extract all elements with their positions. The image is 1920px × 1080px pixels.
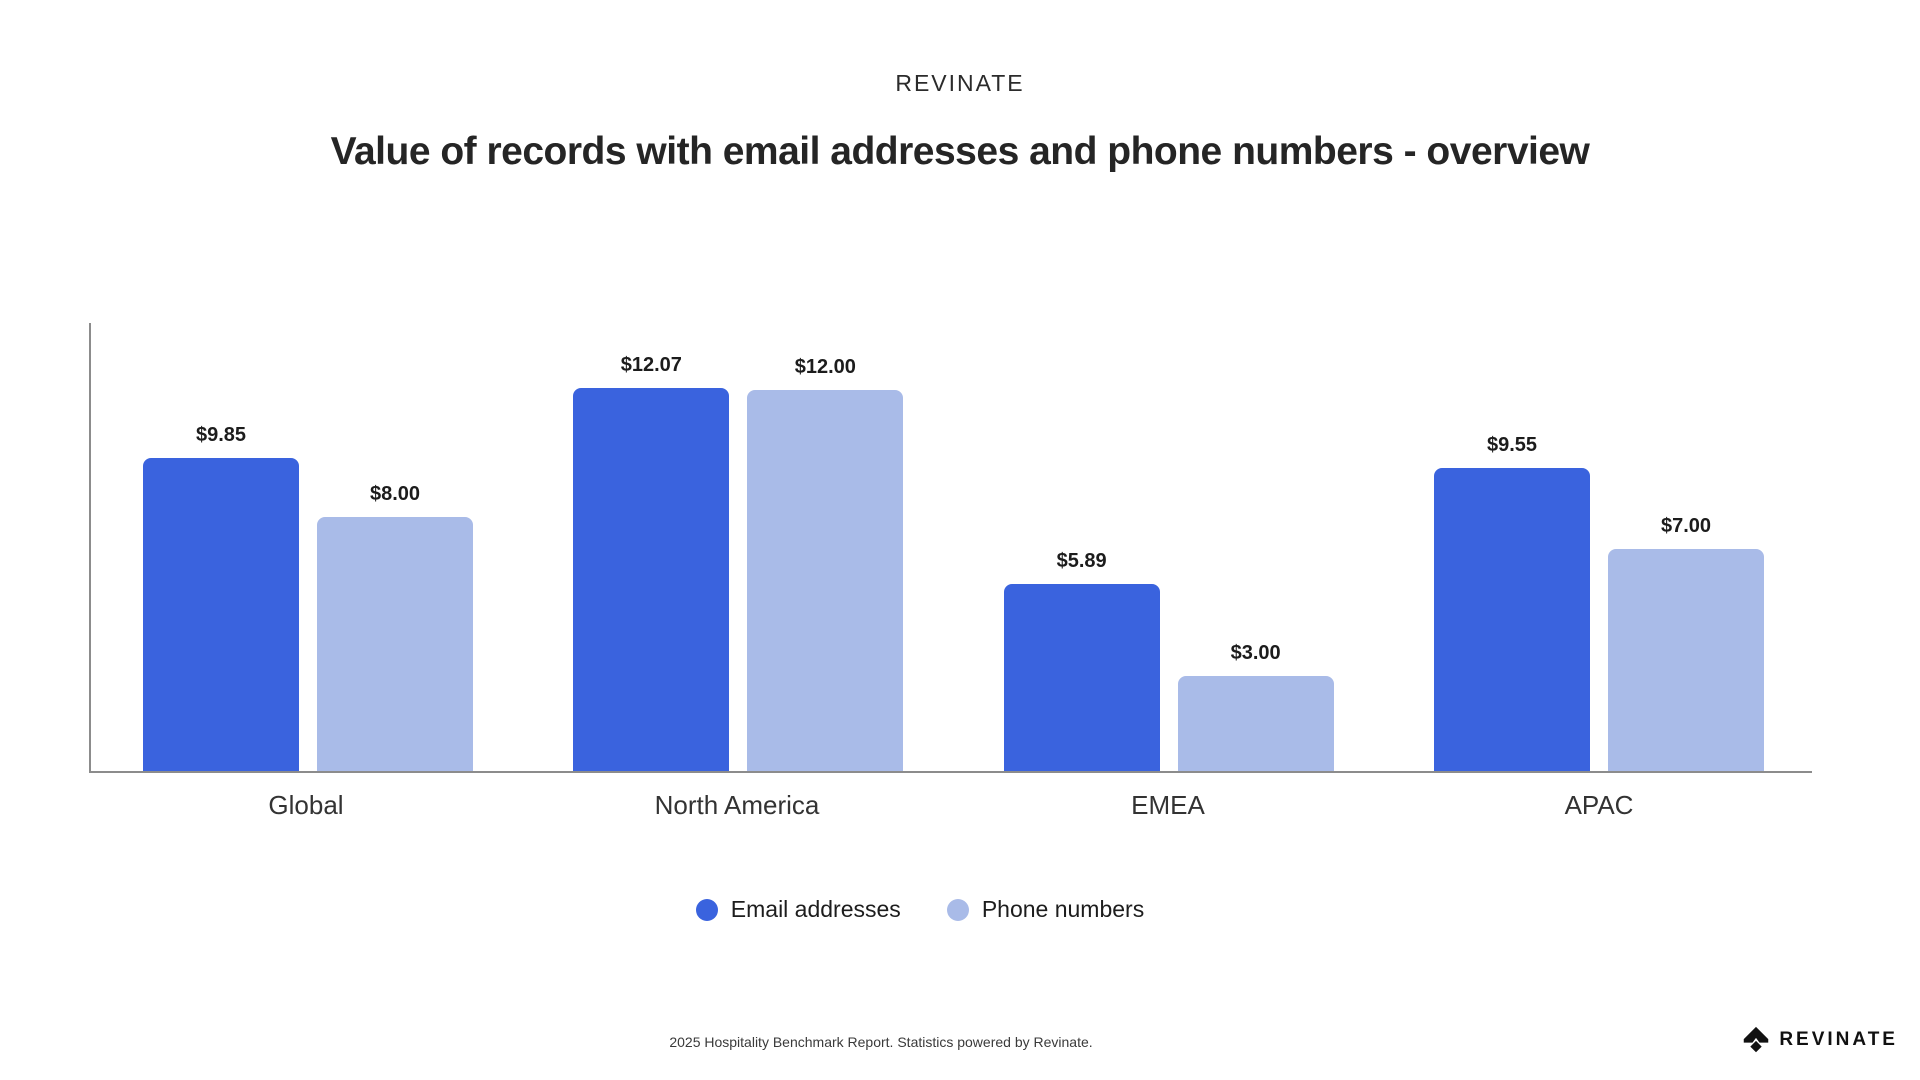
x-axis-label-north-america: North America <box>654 790 820 820</box>
bar-col-email-addresses-apac: $9.55 <box>1433 323 1590 771</box>
bar-value-label-email-addresses-emea: $5.89 <box>1056 549 1107 572</box>
bar-col-email-addresses-global: $9.85 <box>143 323 299 771</box>
x-axis-label-apac: APAC <box>1564 790 1634 820</box>
bar-col-phone-numbers-emea: $3.00 <box>1177 323 1334 771</box>
revinate-logo-icon <box>1744 1026 1769 1053</box>
bar-email-addresses-apac <box>1433 467 1590 771</box>
legend-label: Phone numbers <box>981 896 1145 922</box>
bar-group-north-america: $12.07 $12.00 <box>573 323 904 771</box>
bar-email-addresses-global <box>143 458 299 771</box>
bar-value-label-email-addresses-north-america: $12.07 <box>620 353 682 376</box>
bar-col-email-addresses-emea: $5.89 <box>1003 323 1160 771</box>
bar-email-addresses-north-america <box>573 387 730 771</box>
bar-group-apac: $9.55 $7.00 <box>1433 323 1764 771</box>
revinate-logo-text: REVINATE <box>1779 1029 1898 1050</box>
bar-value-label-phone-numbers-north-america: $12.00 <box>794 355 856 378</box>
bar-phone-numbers-north-america <box>747 389 904 771</box>
bar-email-addresses-emea <box>1003 583 1160 771</box>
legend-dot-icon <box>946 898 969 921</box>
legend-label: Email addresses <box>730 896 901 922</box>
x-axis-label-emea: EMEA <box>1131 790 1205 820</box>
bar-value-label-phone-numbers-global: $8.00 <box>369 482 421 505</box>
bar-group-global: $9.85 $8.00 <box>143 323 473 771</box>
revinate-logo: REVINATE <box>1742 1026 1898 1054</box>
bar-group-emea: $5.89 $3.00 <box>1003 323 1334 771</box>
page-title: Value of records with email addresses an… <box>330 130 1590 173</box>
legend-item-phone-numbers: Phone numbers <box>946 896 1145 923</box>
bar-phone-numbers-apac <box>1607 548 1764 771</box>
bar-phone-numbers-global <box>317 516 473 771</box>
bar-value-label-phone-numbers-apac: $7.00 <box>1660 514 1712 537</box>
bar-col-phone-numbers-north-america: $12.00 <box>747 323 904 771</box>
legend-dot-icon <box>695 898 718 921</box>
brand-header: REVINATE <box>895 70 1025 96</box>
bar-value-label-email-addresses-global: $9.85 <box>195 424 247 447</box>
chart-legend: Email addresses Phone numbers <box>0 896 1840 923</box>
chart-plot-area: $9.85 $8.00 $12.07 $12.00 $5.89 $3.00 $9.55 $7.… <box>89 323 1812 773</box>
bar-col-phone-numbers-apac: $7.00 <box>1607 323 1764 771</box>
x-axis-label-global: Global <box>268 790 344 820</box>
bar-col-phone-numbers-global: $8.00 <box>317 323 473 771</box>
bar-value-label-email-addresses-apac: $9.55 <box>1486 433 1538 456</box>
x-axis-labels: Global North America EMEA APAC <box>89 790 1812 821</box>
legend-item-email-addresses: Email addresses <box>695 896 901 923</box>
footer-note: 2025 Hospitality Benchmark Report. Stati… <box>669 1034 1093 1050</box>
bar-col-email-addresses-north-america: $12.07 <box>573 323 730 771</box>
bar-phone-numbers-emea <box>1177 675 1334 771</box>
bar-value-label-phone-numbers-emea: $3.00 <box>1230 641 1281 664</box>
